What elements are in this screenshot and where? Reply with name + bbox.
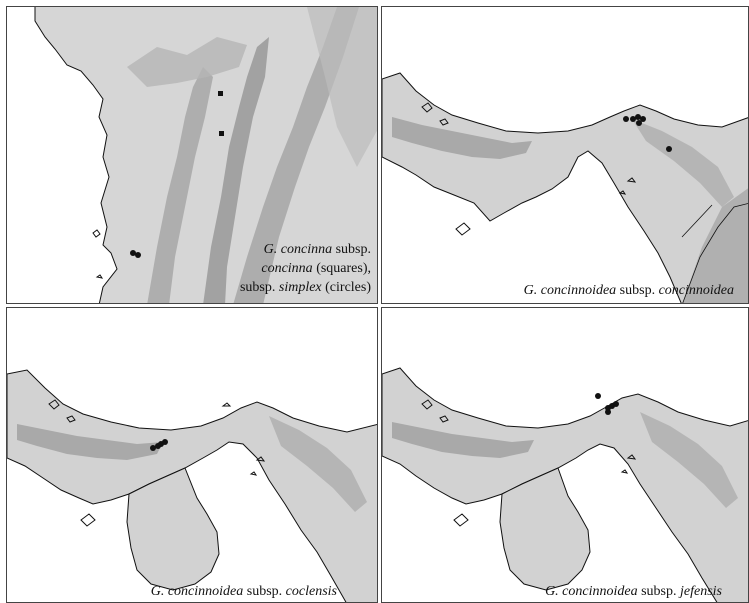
highland-north (127, 37, 247, 87)
highland-darien (632, 119, 734, 207)
taxon-name: simplex (278, 280, 322, 295)
map-panel-coclensis: G. concinnoidea subsp. coclensis (6, 307, 378, 603)
occurrence-square (218, 91, 223, 96)
coastline (34, 7, 118, 303)
map-caption: G. concinna subsp. concinna (squares), sub… (240, 240, 371, 297)
map-panel-concinnoidea: G. concinnoidea subsp. concinnoidea (381, 6, 749, 304)
occurrence-circle (130, 250, 136, 256)
occurrence-circle (623, 116, 629, 122)
highland-colombia (682, 188, 748, 303)
map-panel-concinna: G. concinna subsp. concinna (squares), sub… (6, 6, 378, 304)
coastline-islands (48, 399, 266, 527)
map-caption: G. concinnoidea subsp. jefensis (545, 584, 722, 600)
caption-line: G. concinna subsp. (240, 240, 371, 259)
coastline-islands (421, 399, 637, 527)
highland-cordillera (392, 117, 532, 159)
taxon-name: G. concinnoidea (545, 584, 638, 599)
taxon-name: coclensis (285, 584, 337, 599)
occurrence-circle (162, 439, 168, 445)
map-caption: G. concinnoidea subsp. concinnoidea (524, 283, 734, 299)
mountain-range-west (147, 67, 213, 303)
caption-line: subsp. simplex (circles) (240, 278, 371, 297)
occurrence-circle (635, 114, 641, 120)
occurrence-square (219, 131, 224, 136)
highland-cordillera (392, 422, 534, 458)
occurrence-circle (613, 401, 619, 407)
occurrence-circle (640, 116, 646, 122)
coastline-islands (92, 229, 104, 279)
taxon-name: G. concinnoidea (150, 584, 244, 599)
map-panama (382, 7, 748, 303)
caption-text: subsp. (239, 280, 279, 295)
map-panel-jefensis: G. concinnoidea subsp. jefensis (381, 307, 749, 603)
occurrence-circle (666, 146, 672, 152)
map-colombia (7, 7, 377, 303)
highland-east (269, 416, 367, 512)
caption-text: (circles) (321, 280, 371, 295)
highland-cordillera (17, 424, 163, 460)
taxon-name: jefensis (680, 584, 722, 599)
land-mass (35, 7, 377, 303)
caption-line: G. concinnoidea subsp. concinnoidea (524, 283, 734, 299)
highland-east (307, 7, 377, 167)
occurrence-circle (636, 120, 642, 126)
taxon-name: G. concinna (263, 242, 333, 257)
caption-line: G. concinnoidea subsp. jefensis (545, 584, 722, 600)
land-south-peninsula (126, 467, 220, 591)
taxon-name: concinnoidea (658, 283, 734, 298)
caption-text: (squares), (312, 261, 371, 276)
caption-text: subsp. (332, 242, 371, 257)
caption-text: subsp. (243, 584, 286, 599)
occurrence-circle (595, 393, 601, 399)
occurrence-circle (605, 409, 611, 415)
highland-east (640, 412, 738, 508)
taxon-name: G. concinnoidea (523, 283, 617, 298)
map-panama (7, 308, 377, 602)
occurrence-circle (150, 445, 156, 451)
taxon-name: concinna (261, 261, 313, 276)
occurrence-circle (135, 252, 141, 258)
occurrence-circle (630, 116, 636, 122)
map-caption: G. concinnoidea subsp. coclensis (151, 584, 337, 600)
land-south-peninsula (499, 467, 591, 591)
caption-line: G. concinnoidea subsp. coclensis (151, 584, 337, 600)
coastline-islands (421, 102, 637, 236)
border-line (681, 203, 748, 303)
caption-line: concinna (squares), (240, 259, 371, 278)
map-panama (382, 308, 748, 602)
mountain-range-central (203, 37, 269, 303)
caption-text: subsp. (637, 584, 680, 599)
caption-text: subsp. (616, 283, 659, 298)
